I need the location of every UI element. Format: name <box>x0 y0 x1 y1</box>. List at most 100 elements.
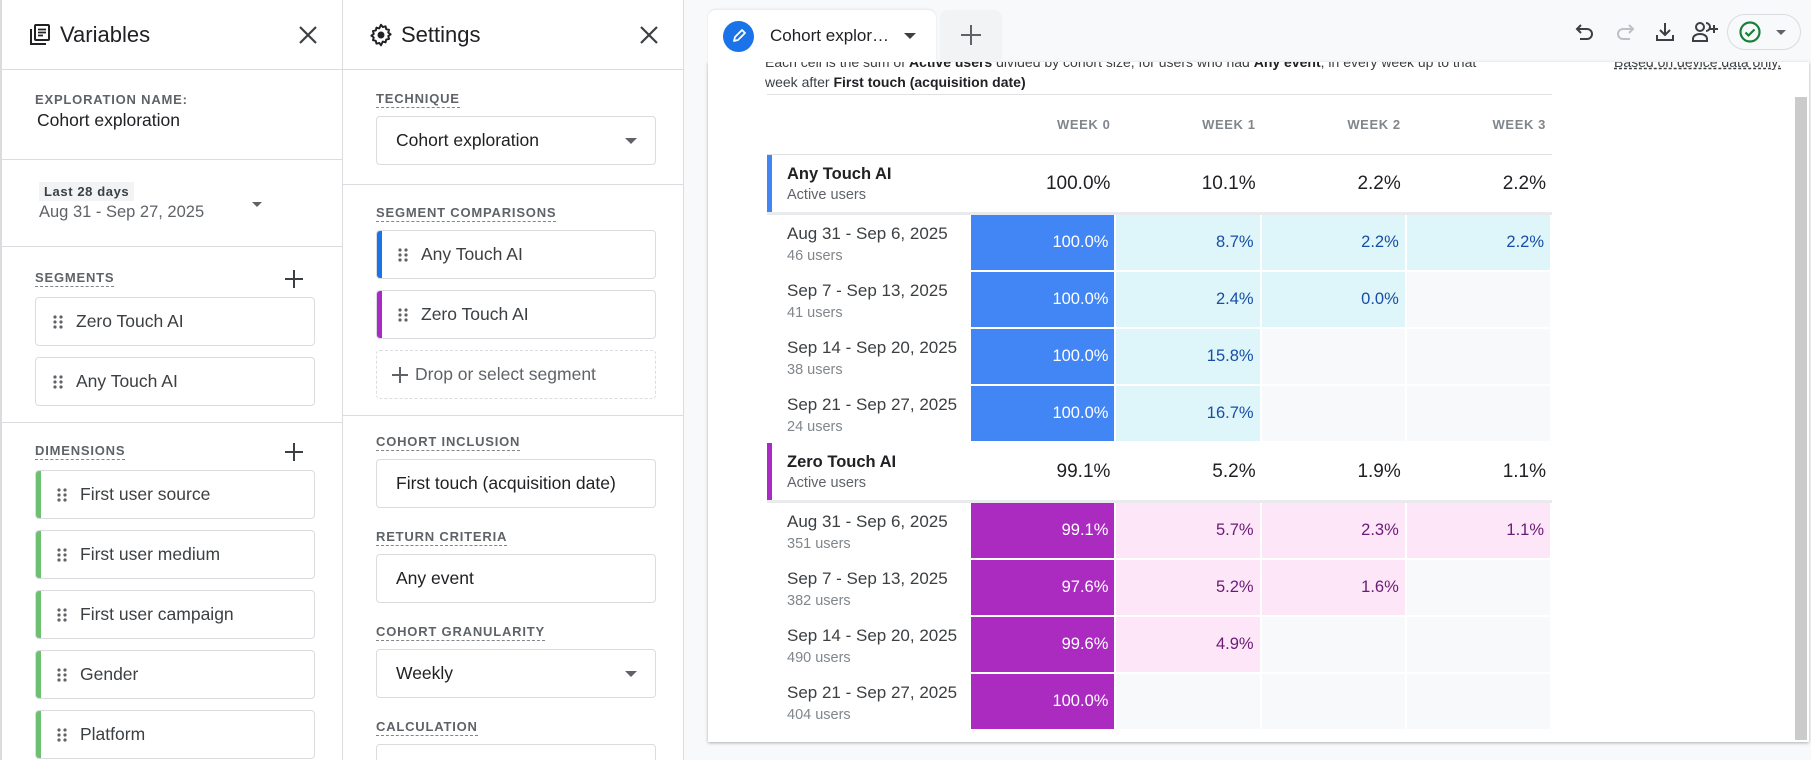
desc-inclusion: First touch (acquisition date) <box>833 74 1026 90</box>
dimension-chip-first-user-campaign[interactable]: First user campaign <box>35 590 315 639</box>
tab-cohort-exploration[interactable]: Cohort explor… <box>708 10 936 62</box>
dimension-chip-gender[interactable]: Gender <box>35 650 315 699</box>
drag-handle-icon[interactable] <box>52 374 64 390</box>
chevron-down-icon[interactable] <box>904 33 916 39</box>
cohort-label-cell: Sep 7 - Sep 13, 2025 382 users <box>767 560 971 617</box>
cohort-cell-week-0[interactable]: 100.0% <box>971 215 1117 272</box>
undo-icon <box>1575 24 1593 40</box>
add-segment-button[interactable] <box>282 267 306 291</box>
cohort-cell-week-2[interactable]: 2.2% <box>1261 215 1407 272</box>
cohort-cell-week-0[interactable]: 99.6% <box>971 617 1117 674</box>
drop-segment-zone[interactable]: Drop or select segment <box>376 350 656 399</box>
dimension-chip-first-user-source[interactable]: First user source <box>35 470 315 519</box>
return-criteria-select[interactable]: Any event <box>376 554 656 603</box>
cohort-user-count: 490 users <box>787 649 851 666</box>
cohort-user-count: 41 users <box>787 304 843 321</box>
cohort-cell-week-0[interactable]: 99.1% <box>971 503 1117 560</box>
add-tab-button[interactable] <box>940 10 1002 60</box>
cohort-cell-week-0[interactable]: 100.0% <box>971 674 1117 731</box>
close-settings-button[interactable] <box>635 21 663 49</box>
cohort-cell-week-1[interactable]: 2.4% <box>1116 272 1262 329</box>
cohort-cell-week-1[interactable]: 5.7% <box>1116 503 1262 560</box>
cohort-date-range: Aug 31 - Sep 6, 2025 <box>787 223 948 243</box>
desc-criteria: Any event <box>1253 62 1321 70</box>
cohort-row: Aug 31 - Sep 6, 2025 46 users 100.0% 8.7% 2.… <box>767 215 1552 272</box>
drag-handle-icon[interactable] <box>56 547 68 563</box>
cohort-user-count: 46 users <box>787 247 843 264</box>
cohort-user-count: 351 users <box>787 535 851 552</box>
drag-handle-icon[interactable] <box>56 667 68 683</box>
chevron-down-icon <box>1776 29 1786 35</box>
cohort-cell-week-1[interactable]: 8.7% <box>1116 215 1262 272</box>
variables-panel: Variables EXPLORATION NAME: Cohort explo… <box>0 0 343 760</box>
share-button[interactable] <box>1685 12 1725 52</box>
comparison-chip-zero-touch-ai[interactable]: Zero Touch AI <box>376 290 656 339</box>
drag-handle-icon[interactable] <box>397 307 409 323</box>
cohort-label-cell: Sep 14 - Sep 20, 2025 38 users <box>767 329 971 386</box>
segment-chip-any-touch-ai[interactable]: Any Touch AI <box>35 357 315 406</box>
date-range-picker[interactable]: Last 28 days Aug 31 - Sep 27, 2025 <box>2 160 342 247</box>
cohort-cell-week-0[interactable]: 100.0% <box>971 272 1117 329</box>
cohort-granularity-select[interactable]: Weekly <box>376 649 656 698</box>
calculation-select[interactable] <box>376 744 656 760</box>
cohort-cell-week-1[interactable]: 5.2% <box>1116 560 1262 617</box>
add-dimension-button[interactable] <box>282 440 306 464</box>
gear-icon <box>367 21 395 49</box>
cohort-label-cell: Sep 14 - Sep 20, 2025 490 users <box>767 617 971 674</box>
cohort-cell-week-2[interactable]: 0.0% <box>1261 272 1407 329</box>
cohort-cell-week-1[interactable]: 16.7% <box>1116 386 1262 443</box>
drag-handle-icon[interactable] <box>56 607 68 623</box>
cohort-row: Sep 7 - Sep 13, 2025 41 users 100.0% 2.4% 0.… <box>767 272 1552 329</box>
cohort-granularity-value: Weekly <box>396 663 454 683</box>
cohort-cell-week-2[interactable]: 2.3% <box>1261 503 1407 560</box>
segment-summary-row: Any Touch AI Active users 100.0% 10.1% 2.2% 2… <box>767 155 1552 215</box>
toolbar <box>1565 12 1801 52</box>
cohort-cell-week-1[interactable]: 15.8% <box>1116 329 1262 386</box>
segment-chip-zero-touch-ai[interactable]: Zero Touch AI <box>35 297 315 346</box>
drag-handle-icon[interactable] <box>56 487 68 503</box>
cohort-row: Sep 14 - Sep 20, 2025 490 users 99.6% 4.9% <box>767 617 1552 674</box>
drag-handle-icon[interactable] <box>397 247 409 263</box>
cohort-inclusion-select[interactable]: First touch (acquisition date) <box>376 459 656 508</box>
download-button[interactable] <box>1645 12 1685 52</box>
close-variables-button[interactable] <box>294 21 322 49</box>
cohort-cell-week-3[interactable]: 1.1% <box>1406 503 1552 560</box>
device-data-note[interactable]: Based on device data only. <box>1614 62 1782 70</box>
dimension-chip-first-user-medium[interactable]: First user medium <box>35 530 315 579</box>
label-column-header <box>767 94 972 155</box>
drag-handle-icon[interactable] <box>52 314 64 330</box>
plus-icon <box>285 443 303 461</box>
cohort-cell-week-0[interactable]: 100.0% <box>971 386 1117 443</box>
cohort-cell-week-0[interactable]: 97.6% <box>971 560 1117 617</box>
comparison-chip-any-touch-ai[interactable]: Any Touch AI <box>376 230 656 279</box>
cohort-user-count: 38 users <box>787 361 843 378</box>
cohort-cell-week-0[interactable]: 100.0% <box>971 329 1117 386</box>
redo-button[interactable] <box>1605 12 1645 52</box>
date-preset-badge: Last 28 days <box>39 182 135 201</box>
chevron-down-icon <box>625 670 637 677</box>
undo-button[interactable] <box>1565 12 1605 52</box>
cohort-settings-section: COHORT INCLUSION First touch (acquisitio… <box>343 416 683 760</box>
plus-icon <box>961 25 981 45</box>
dimensions-section: DIMENSIONS First user source First user … <box>2 423 342 759</box>
column-header-week-3: WEEK 3 <box>1406 94 1552 155</box>
dimension-chip-platform[interactable]: Platform <box>35 710 315 759</box>
exploration-name-section: EXPLORATION NAME: Cohort exploration <box>2 70 342 160</box>
segment-total-week-2: 1.9% <box>1261 443 1407 503</box>
technique-select[interactable]: Cohort exploration <box>376 116 656 165</box>
redo-icon <box>1617 24 1635 40</box>
cohort-cell-week-2[interactable]: 1.6% <box>1261 560 1407 617</box>
report-description: Each cell is the sum of Active users div… <box>765 62 1525 92</box>
cohort-cell-week-3[interactable]: 2.2% <box>1406 215 1552 272</box>
cohort-cell-week-3 <box>1406 617 1552 674</box>
cohort-cell-week-1[interactable]: 4.9% <box>1116 617 1262 674</box>
status-dropdown[interactable] <box>1727 14 1801 50</box>
exploration-name-value[interactable]: Cohort exploration <box>37 110 180 130</box>
cohort-date-range: Aug 31 - Sep 6, 2025 <box>787 511 948 531</box>
segments-section: SEGMENTS Zero Touch AI Any Touch AI <box>2 247 342 423</box>
segment-total-week-0: 99.1% <box>971 443 1117 503</box>
vertical-scrollbar[interactable] <box>1795 97 1807 740</box>
dimension-chip-label: First user medium <box>80 544 221 564</box>
drag-handle-icon[interactable] <box>56 727 68 743</box>
cohort-cell-week-3 <box>1406 272 1552 329</box>
